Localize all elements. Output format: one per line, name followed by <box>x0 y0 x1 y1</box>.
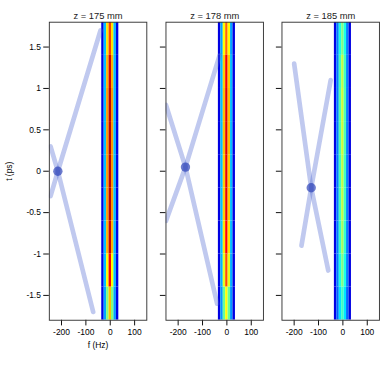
svg-text:100: 100 <box>128 327 142 337</box>
svg-text:0: 0 <box>108 327 113 337</box>
svg-text:-100: -100 <box>194 327 211 337</box>
svg-text:-200: -200 <box>286 327 303 337</box>
svg-text:-1.5: -1.5 <box>26 290 41 300</box>
svg-text:0: 0 <box>224 327 229 337</box>
svg-text:z = 175 mm: z = 175 mm <box>73 11 122 21</box>
svg-text:t (ps): t (ps) <box>4 161 14 180</box>
svg-text:0: 0 <box>340 327 345 337</box>
svg-text:-100: -100 <box>310 327 327 337</box>
svg-text:z = 178 mm: z = 178 mm <box>190 11 239 21</box>
svg-text:f (Hz): f (Hz) <box>88 340 109 350</box>
svg-text:1.5: 1.5 <box>29 42 41 52</box>
svg-text:-0.5: -0.5 <box>26 207 41 217</box>
svg-text:0: 0 <box>36 166 41 176</box>
svg-text:-200: -200 <box>169 327 186 337</box>
svg-text:100: 100 <box>244 327 258 337</box>
svg-text:-200: -200 <box>53 327 70 337</box>
svg-text:z = 185 mm: z = 185 mm <box>306 11 355 21</box>
svg-text:1: 1 <box>36 83 41 93</box>
svg-text:100: 100 <box>360 327 374 337</box>
svg-text:0.5: 0.5 <box>29 125 41 135</box>
svg-text:-1: -1 <box>33 249 41 259</box>
svg-text:-100: -100 <box>77 327 94 337</box>
